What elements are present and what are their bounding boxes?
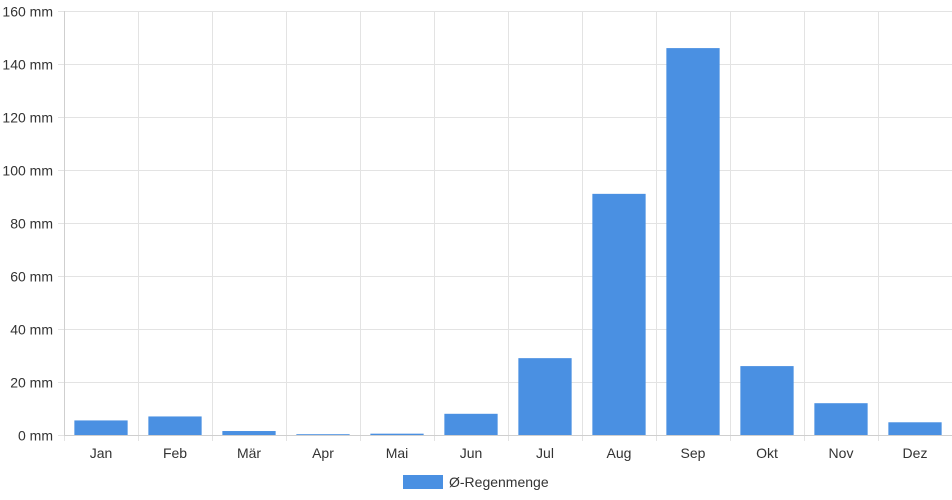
bar-jul — [518, 358, 572, 435]
bar-jan — [74, 420, 128, 435]
x-tick-label: Jan — [90, 445, 113, 461]
x-tick-label: Okt — [756, 445, 778, 461]
y-tick-label: 40 mm — [10, 322, 53, 338]
axes: 0 mm 20 mm 40 mm 60 mm 80 mm 100 mm 120 mm 140 … — [2, 4, 952, 461]
x-tick-label: Jun — [460, 445, 483, 461]
bar-nov — [814, 403, 868, 435]
bars — [74, 48, 942, 435]
x-tick-label: Mai — [386, 445, 409, 461]
y-tick-label: 120 mm — [2, 110, 53, 126]
y-tick-label: 160 mm — [2, 4, 53, 20]
y-tick-label: 20 mm — [10, 375, 53, 391]
x-tick-label: Aug — [607, 445, 632, 461]
x-tick-label: Apr — [312, 445, 334, 461]
bar-dez — [888, 422, 942, 435]
bar-okt — [740, 366, 794, 435]
bar-jun — [444, 413, 498, 435]
legend: Ø-Regenmenge — [403, 472, 549, 492]
legend-label: Ø-Regenmenge — [449, 474, 549, 490]
x-tick-label: Sep — [681, 445, 706, 461]
bar-aug — [592, 193, 646, 435]
x-tick-label: Mär — [237, 445, 261, 461]
y-tick-label: 60 mm — [10, 269, 53, 285]
bar-feb — [148, 416, 202, 435]
x-tick-label: Jul — [536, 445, 554, 461]
y-tick-label: 140 mm — [2, 57, 53, 73]
bar-sep — [666, 48, 720, 435]
bar-apr — [296, 434, 350, 435]
x-tick-label: Nov — [829, 445, 854, 461]
bar-mär — [222, 431, 276, 435]
legend-swatch — [403, 475, 443, 489]
y-tick-label: 100 mm — [2, 163, 53, 179]
grid — [58, 11, 952, 441]
x-tick-label: Dez — [903, 445, 928, 461]
bar-mai — [370, 433, 424, 435]
chart-svg: 0 mm 20 mm 40 mm 60 mm 80 mm 100 mm 120 mm 140 … — [2, 4, 952, 461]
x-tick-label: Feb — [163, 445, 187, 461]
y-tick-label: 0 mm — [18, 428, 53, 444]
y-tick-label: 80 mm — [10, 216, 53, 232]
